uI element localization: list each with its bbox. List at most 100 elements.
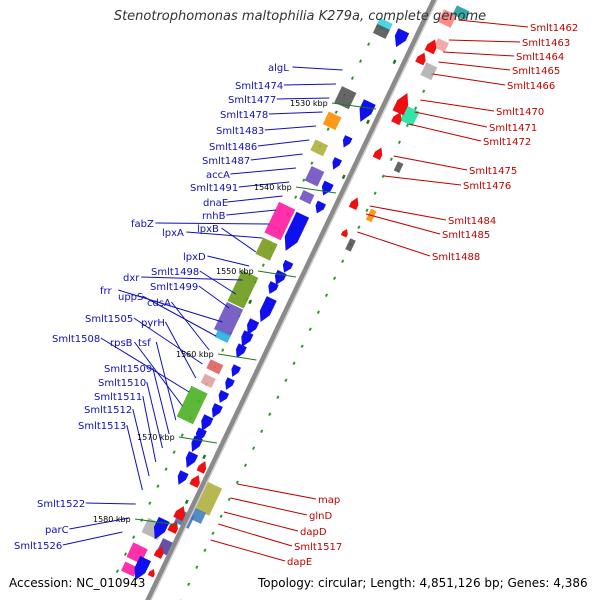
accession-text: Accession: NC_010943 [9, 576, 146, 590]
reverse-gene-arrow [173, 506, 186, 522]
forward-gene-arrow [332, 157, 342, 170]
label-leader-left [126, 424, 143, 491]
gene-label-right: Smlt1470 [496, 107, 544, 118]
feature-box [322, 111, 342, 131]
ruler-label: 1560 kbp [176, 350, 214, 359]
feature-dot-left [221, 348, 225, 352]
feature-box [121, 561, 138, 577]
feature-dot-left [115, 569, 119, 573]
forward-gene-arrow [177, 470, 189, 485]
ruler-tick [257, 270, 297, 278]
label-leader-right [230, 497, 308, 516]
feature-box [452, 5, 470, 21]
feature-dot-right [397, 140, 401, 145]
gene-labels-layer: algL Smlt1474 Smlt1477 Smlt1478 Smlt1483 Smlt… [14, 23, 578, 568]
gene-label-right: glnD [309, 511, 332, 522]
gene-label-right: Smlt1485 [442, 230, 490, 241]
feature-dot-right [284, 378, 288, 383]
label-leader-left [227, 195, 283, 203]
gene-label-right: Smlt1475 [469, 166, 517, 177]
feature-box [299, 190, 315, 205]
forward-gene-arrow [241, 330, 254, 347]
feature-dot-marker [202, 454, 207, 460]
label-leader-left [198, 285, 230, 309]
feature-dot-left [294, 195, 298, 199]
feature-dot-marker [248, 299, 253, 305]
feature-dot-left [310, 161, 314, 165]
feature-dot-right [203, 548, 207, 553]
gene-label-left: Smlt1486 [209, 142, 257, 153]
ruler-tick [134, 518, 178, 526]
gene-label-left: frr [100, 286, 112, 297]
feature-box [214, 329, 231, 343]
gene-label-left: Smlt1478 [220, 110, 268, 121]
feature-box [264, 201, 296, 241]
feature-dot-right [292, 361, 296, 366]
label-leader-left [142, 395, 157, 463]
gene-label-left: Smlt1512 [84, 405, 132, 416]
forward-gene-arrow [359, 99, 376, 122]
gene-label-left: dnaE [203, 198, 228, 209]
feature-box [200, 373, 216, 388]
gene-label-left: Smlt1474 [235, 81, 283, 92]
feature-dot-marker [392, 59, 397, 65]
feature-dot-right [235, 480, 239, 485]
label-leader-left [221, 227, 257, 253]
features-layer [121, 5, 470, 577]
reverse-gene-arrow [392, 92, 409, 116]
label-leader-left [69, 517, 130, 530]
gene-label-right: dapE [287, 557, 312, 568]
gene-label-right: Smlt1471 [489, 123, 537, 134]
ruler-tick [331, 102, 377, 110]
feature-dot-left [334, 110, 338, 114]
gene-label-right: Smlt1472 [483, 137, 531, 148]
feature-box [255, 237, 278, 261]
label-leader-left [118, 289, 223, 323]
label-leader-left [264, 125, 316, 131]
feature-dot-right [389, 157, 393, 162]
label-leader-left [85, 502, 136, 505]
forward-gene-arrow [201, 414, 214, 431]
label-leader-right [223, 511, 299, 532]
feature-box [176, 385, 208, 425]
label-leader-right [420, 99, 495, 112]
label-leader-left [164, 321, 197, 379]
genome-backbone [145, 0, 437, 600]
label-leader-right [432, 73, 506, 86]
gene-label-left: lpxA [162, 228, 184, 239]
feature-box [227, 270, 259, 309]
gene-label-right: Smlt1488 [432, 252, 480, 263]
ruler-tick [178, 436, 217, 444]
ruler-label: 1530 kbp [290, 99, 328, 108]
ruler-tick [217, 353, 257, 361]
label-leader-left [207, 255, 250, 267]
feature-dot-left [156, 484, 160, 488]
feature-dot-right [187, 582, 191, 587]
feature-dot-right [365, 208, 369, 213]
ruler-tick [295, 186, 337, 194]
label-leader-right [443, 51, 515, 57]
feature-dot-right [414, 106, 418, 111]
label-leader-left [292, 66, 343, 71]
ruler-label: 1570 kbp [137, 433, 175, 442]
gene-label-left: Smlt1510 [98, 378, 146, 389]
gene-label-left: dxr [123, 273, 140, 284]
feature-dot-left [180, 433, 184, 437]
label-leader-right [448, 39, 521, 43]
label-leader-right [438, 61, 511, 71]
gene-label-left: Smlt1477 [228, 95, 276, 106]
forward-gene-arrow [394, 28, 410, 48]
feature-box [334, 86, 357, 110]
feature-dot-right [373, 191, 377, 196]
label-leader-right [365, 213, 441, 235]
feature-box [437, 9, 457, 28]
feature-dot-right [276, 395, 280, 400]
feature-box [206, 359, 224, 375]
feature-dot-left [358, 59, 363, 63]
feature-dot-right [300, 344, 304, 349]
feature-box [375, 17, 393, 33]
gene-label-left: fabZ [131, 219, 154, 230]
feature-dot-right [252, 446, 256, 451]
label-leader-right [384, 175, 462, 186]
feature-box [304, 166, 325, 187]
